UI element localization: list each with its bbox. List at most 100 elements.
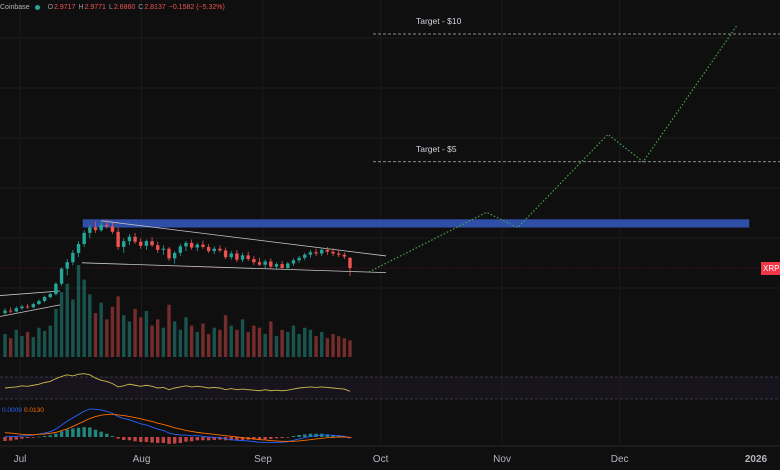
candle-body	[252, 259, 256, 263]
volume-bar	[122, 315, 126, 357]
macd-histogram-bar	[42, 436, 47, 437]
macd-histogram-bar	[212, 437, 216, 440]
macd-histogram-bar	[110, 436, 115, 437]
candle-body	[161, 248, 166, 250]
volume-bar	[25, 331, 30, 357]
candle-body	[54, 283, 58, 295]
candle-body	[235, 253, 239, 260]
candle-body	[122, 241, 126, 247]
x-tick-label: Dec	[611, 454, 629, 465]
macd-value: 0.0009	[2, 407, 22, 414]
macd-histogram-bar	[65, 429, 69, 437]
close-value: 2.8137	[144, 3, 166, 11]
candle-body	[172, 252, 177, 259]
volume-bar	[308, 329, 313, 357]
volume-bar	[150, 325, 154, 357]
candle-body	[325, 249, 330, 252]
candle-body	[59, 268, 64, 284]
candle-body	[20, 306, 24, 309]
wedge-lower-line	[81, 262, 387, 274]
macd-histogram-bar	[8, 437, 13, 441]
volume-bar	[184, 317, 188, 357]
candle-body	[116, 231, 120, 247]
candle-body	[348, 257, 352, 268]
macd-histogram-bar	[122, 437, 126, 440]
rsi-line	[4, 373, 351, 392]
candle-body	[257, 262, 262, 265]
macd-histogram-bar	[257, 437, 262, 440]
macd-histogram-bar	[139, 437, 143, 442]
volume-bar	[246, 331, 250, 357]
candle-body	[14, 308, 19, 312]
volume-bar	[314, 336, 318, 357]
volume-bar	[14, 329, 19, 357]
market-status-dot	[34, 4, 40, 10]
volume-bar	[291, 325, 296, 357]
macd-histogram-bar	[269, 437, 273, 439]
low-value: 2.6860	[113, 3, 136, 11]
macd-histogram-bar	[303, 434, 307, 437]
candle-body	[189, 242, 194, 248]
close-label: C	[138, 3, 144, 11]
resistance-zone	[82, 219, 750, 228]
open-value: 2.9717	[54, 3, 76, 11]
candle-body	[133, 236, 137, 242]
candle-body	[229, 253, 233, 258]
volume-bar	[263, 334, 267, 357]
macd-histogram-bar	[99, 431, 103, 437]
volume-bar	[189, 325, 194, 357]
volume-bar	[144, 311, 149, 357]
candle-body	[314, 252, 318, 254]
macd-histogram-bar	[71, 428, 75, 437]
volume-bar	[240, 319, 245, 357]
price-tag[interactable]: XRP	[761, 262, 780, 275]
macd-histogram-bar	[286, 437, 290, 438]
candle-body	[42, 297, 47, 301]
channel-lower-line	[0, 304, 61, 317]
candle-body	[31, 304, 35, 308]
macd-histogram-bar	[105, 433, 109, 437]
macd-histogram-bar	[144, 437, 149, 442]
volume-bar	[280, 329, 284, 357]
candle-body	[240, 255, 245, 260]
signal-line	[4, 413, 351, 442]
candle-body	[105, 224, 109, 227]
candle-body	[303, 254, 307, 258]
target-label: Target - $10	[416, 16, 462, 26]
macd-histogram-bar	[280, 437, 284, 438]
volume-bar	[20, 336, 24, 357]
volume-bar	[269, 321, 273, 357]
volume-bar	[286, 331, 290, 357]
candle-body	[88, 227, 92, 233]
candle-body	[342, 254, 347, 257]
volume-bar	[252, 325, 256, 357]
macd-histogram-bar	[127, 437, 132, 441]
candle-body	[25, 306, 30, 308]
macd-histogram-bar	[156, 437, 160, 443]
candle-body	[184, 242, 188, 247]
x-tick-label: 2026	[745, 454, 768, 465]
x-tick-label: Oct	[373, 454, 389, 465]
macd-histogram-bar	[20, 437, 24, 439]
candle-body	[195, 244, 199, 248]
volume-bar	[76, 265, 81, 357]
macd-line	[4, 408, 351, 444]
macd-histogram-bar	[189, 437, 194, 442]
low-label: L	[108, 3, 113, 11]
high-value: 2.9771	[84, 3, 106, 11]
macd-histogram-bar	[218, 437, 222, 440]
candle-body	[82, 232, 86, 245]
macd-histogram-bar	[336, 435, 341, 437]
volume-bar	[342, 338, 347, 357]
projection-path	[368, 24, 738, 273]
candle-body	[110, 226, 115, 232]
candle-body	[336, 253, 341, 255]
candle-body	[291, 260, 296, 264]
candle-body	[178, 246, 183, 253]
volume-bar	[201, 323, 205, 357]
macd-histogram-bar	[76, 427, 81, 437]
volume-bar	[8, 338, 13, 357]
macd-histogram-bar	[3, 437, 7, 441]
macd-histogram-bar	[14, 437, 19, 440]
